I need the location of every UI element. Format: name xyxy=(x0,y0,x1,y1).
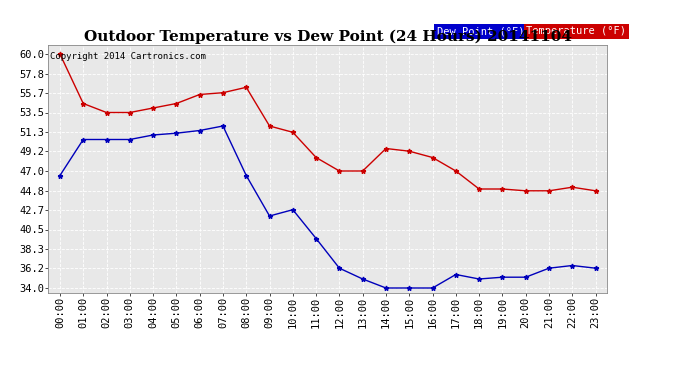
Text: Dew Point (°F): Dew Point (°F) xyxy=(437,26,524,36)
Title: Outdoor Temperature vs Dew Point (24 Hours) 20141104: Outdoor Temperature vs Dew Point (24 Hou… xyxy=(83,30,572,44)
Text: Temperature (°F): Temperature (°F) xyxy=(526,26,626,36)
Text: Copyright 2014 Cartronics.com: Copyright 2014 Cartronics.com xyxy=(50,53,206,62)
